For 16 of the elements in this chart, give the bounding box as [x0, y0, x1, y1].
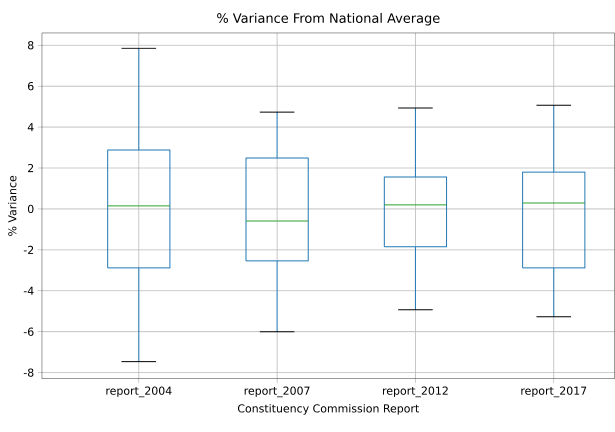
x-tick-label: report_2004 — [106, 386, 172, 398]
y-tick-label: -4 — [24, 286, 34, 295]
x-tick-label: report_2012 — [383, 386, 448, 398]
y-tick-label: -2 — [24, 246, 34, 254]
y-tick-label: 8 — [28, 41, 34, 50]
y-tick-label: 2 — [28, 164, 34, 172]
y-tick-label: -8 — [24, 368, 34, 377]
x-tick-label: report_2017 — [521, 386, 586, 398]
y-tick-label: -6 — [24, 328, 34, 336]
x-axis-title: Constituency Commission Report — [238, 404, 419, 415]
y-tick-label: 4 — [28, 123, 34, 132]
y-axis-title: % Variance — [8, 176, 16, 236]
chart-title: % Variance From National Average — [217, 13, 440, 26]
x-tick-label: report_2007 — [244, 386, 310, 398]
y-tick-label: 6 — [28, 82, 34, 90]
y-tick-label: 0 — [28, 204, 34, 214]
